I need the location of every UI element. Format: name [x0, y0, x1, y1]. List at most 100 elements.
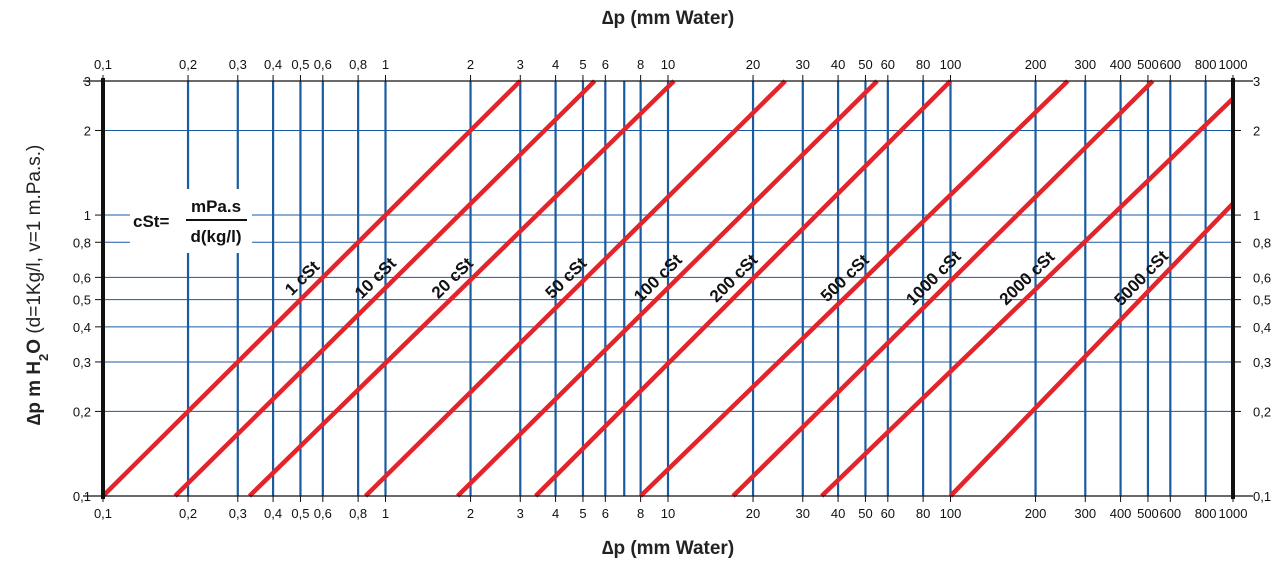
y-tick-label-left: 0,8: [73, 235, 91, 250]
x-tick-label-bottom: 100: [940, 506, 962, 521]
y-tick-label-left: 0,4: [73, 320, 91, 335]
x-tick-label-top: 800: [1195, 57, 1217, 72]
x-tick-label-top: 4: [552, 57, 559, 72]
x-tick-label-top: 2: [467, 57, 474, 72]
x-tick-label-bottom: 400: [1110, 506, 1132, 521]
y-tick-label-left: 0,5: [73, 293, 91, 308]
x-tick-label-top: 100: [940, 57, 962, 72]
x-tick-label-top: 50: [858, 57, 872, 72]
x-tick-label-top: 0,5: [291, 57, 309, 72]
x-tick-label-bottom: 50: [858, 506, 872, 521]
x-tick-label-bottom: 0,2: [179, 506, 197, 521]
x-tick-label-top: 30: [796, 57, 810, 72]
series-label: 1 cSt: [281, 257, 323, 299]
series-line: [247, 79, 676, 498]
formula-denominator: d(kg/l): [191, 227, 242, 246]
y-tick-label-left: 0,1: [73, 489, 91, 504]
series-line: [534, 79, 953, 498]
y-tick-label-right: 0,4: [1253, 320, 1271, 335]
x-tick-label-top: 5: [579, 57, 586, 72]
x-tick-label-bottom: 6: [602, 506, 609, 521]
y-tick-label-left: 0,2: [73, 404, 91, 419]
x-tick-label-bottom: 0,8: [349, 506, 367, 521]
y-tick-label-right: 1: [1253, 208, 1260, 223]
x-tick-label-bottom: 10: [661, 506, 675, 521]
x-tick-label-top: 80: [916, 57, 930, 72]
series-line: [173, 79, 597, 498]
x-tick-label-bottom: 500: [1137, 506, 1159, 521]
y-tick-label-right: 2: [1253, 123, 1260, 138]
x-tick-label-bottom: 1000: [1219, 506, 1248, 521]
x-tick-label-top: 3: [517, 57, 524, 72]
x-tick-label-bottom: 0,5: [291, 506, 309, 521]
x-tick-label-top: 0,8: [349, 57, 367, 72]
x-tick-label-bottom: 5: [579, 506, 586, 521]
x-axis-title-top: ∆p (mm Water): [602, 8, 734, 29]
x-tick-label-top: 400: [1110, 57, 1132, 72]
x-tick-label-bottom: 80: [916, 506, 930, 521]
y-axis-title-main-2: O: [24, 339, 45, 354]
y-tick-label-right: 0,5: [1253, 293, 1271, 308]
x-tick-label-top: 40: [831, 57, 845, 72]
x-tick-label-bottom: 300: [1074, 506, 1096, 521]
x-tick-label-top: 0,4: [264, 57, 282, 72]
x-tick-label-bottom: 1: [382, 506, 389, 521]
x-tick-label-bottom: 8: [637, 506, 644, 521]
x-tick-label-top: 600: [1159, 57, 1181, 72]
series-line: [456, 79, 879, 498]
y-tick-label-right: 0,2: [1253, 404, 1271, 419]
series-line: [639, 79, 1070, 498]
x-tick-label-bottom: 4: [552, 506, 559, 521]
x-tick-label-top: 1000: [1219, 57, 1248, 72]
x-tick-label-bottom: 60: [881, 506, 895, 521]
series-line: [363, 79, 787, 498]
x-tick-label-top: 0,2: [179, 57, 197, 72]
x-tick-label-top: 8: [637, 57, 644, 72]
y-tick-label-right: 0,3: [1253, 355, 1271, 370]
formula-lhs: cSt=: [133, 212, 169, 231]
y-tick-label-right: 0,8: [1253, 235, 1271, 250]
series-line: [101, 79, 522, 498]
x-axis-title-bottom: ∆p (mm Water): [602, 538, 734, 559]
x-tick-label-bottom: 0,3: [229, 506, 247, 521]
x-tick-label-top: 0,6: [314, 57, 332, 72]
x-tick-label-top: 60: [881, 57, 895, 72]
formula-box: cSt= mPa.s d(kg/l): [130, 189, 252, 253]
series-layer: [101, 79, 1235, 498]
y-tick-label-left: 0,3: [73, 355, 91, 370]
y-tick-label-right: 0,1: [1253, 489, 1271, 504]
x-tick-label-top: 300: [1074, 57, 1096, 72]
grid-layer: [103, 81, 1233, 496]
x-tick-label-top: 200: [1025, 57, 1047, 72]
x-tick-label-top: 0,1: [94, 57, 112, 72]
y-axis-title: ∆p m H2O (d=1Kg/l, v=1 m.Pa.s.): [24, 145, 51, 426]
x-tick-label-top: 1: [382, 57, 389, 72]
x-tick-label-bottom: 0,4: [264, 506, 282, 521]
x-tick-label-bottom: 3: [517, 506, 524, 521]
tick-layer: 0,10,10,20,20,30,30,40,40,50,50,60,60,80…: [73, 57, 1271, 521]
x-tick-label-top: 500: [1137, 57, 1159, 72]
y-tick-label-left: 1: [84, 208, 91, 223]
y-axis-title-detail: (d=1Kg/l, v=1 m.Pa.s.): [24, 145, 45, 339]
y-tick-label-right: 3: [1253, 74, 1260, 89]
x-tick-label-bottom: 0,1: [94, 506, 112, 521]
x-tick-label-top: 10: [661, 57, 675, 72]
x-tick-label-bottom: 200: [1025, 506, 1047, 521]
formula-numerator: mPa.s: [191, 197, 241, 216]
x-tick-label-bottom: 40: [831, 506, 845, 521]
x-tick-label-top: 6: [602, 57, 609, 72]
series-line: [731, 79, 1155, 498]
y-tick-label-left: 3: [84, 74, 91, 89]
x-tick-label-top: 20: [746, 57, 760, 72]
x-tick-label-bottom: 30: [796, 506, 810, 521]
y-tick-label-right: 0,6: [1253, 270, 1271, 285]
x-tick-label-bottom: 800: [1195, 506, 1217, 521]
y-tick-label-left: 0,6: [73, 270, 91, 285]
x-tick-label-bottom: 600: [1159, 506, 1181, 521]
y-tick-label-left: 2: [84, 123, 91, 138]
y-axis-title-subscript: 2: [36, 354, 51, 361]
x-tick-label-bottom: 0,6: [314, 506, 332, 521]
series-line: [820, 96, 1235, 498]
x-tick-label-bottom: 20: [746, 506, 760, 521]
